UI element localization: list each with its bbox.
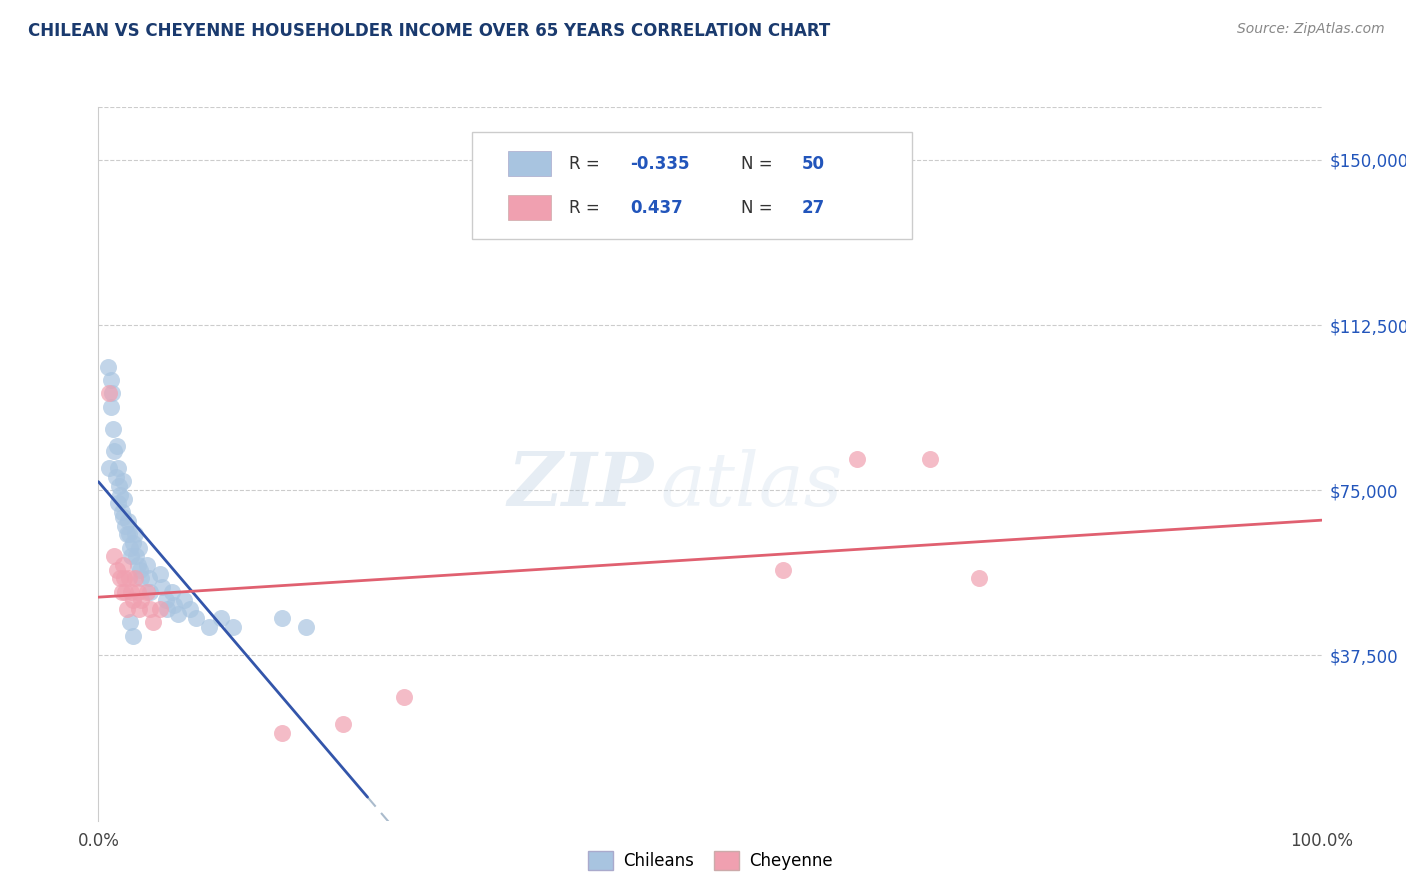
Point bbox=[139, 584, 162, 599]
Point bbox=[100, 400, 122, 414]
Point bbox=[107, 496, 129, 510]
Text: R =: R = bbox=[569, 154, 606, 172]
Point bbox=[111, 509, 134, 524]
Point bbox=[222, 620, 245, 634]
Point bbox=[392, 690, 416, 705]
Text: atlas: atlas bbox=[661, 449, 844, 522]
Point bbox=[120, 584, 142, 599]
FancyBboxPatch shape bbox=[471, 132, 912, 239]
Point bbox=[103, 549, 125, 564]
Point bbox=[124, 571, 146, 585]
Point bbox=[105, 563, 128, 577]
Point bbox=[156, 602, 179, 616]
Point bbox=[186, 611, 208, 625]
Point bbox=[111, 505, 134, 519]
Point bbox=[107, 461, 129, 475]
FancyBboxPatch shape bbox=[508, 151, 551, 176]
Point bbox=[270, 611, 294, 625]
Point bbox=[160, 584, 183, 599]
Point bbox=[129, 563, 152, 577]
Text: 27: 27 bbox=[801, 199, 825, 217]
Point bbox=[179, 602, 201, 616]
Point bbox=[111, 558, 134, 573]
Point bbox=[112, 492, 135, 507]
Text: R =: R = bbox=[569, 199, 606, 217]
Text: Source: ZipAtlas.com: Source: ZipAtlas.com bbox=[1237, 22, 1385, 37]
Text: -0.335: -0.335 bbox=[630, 154, 690, 172]
Point bbox=[128, 602, 150, 616]
Legend: Chileans, Cheyenne: Chileans, Cheyenne bbox=[581, 844, 839, 877]
Point bbox=[150, 580, 173, 594]
Point bbox=[98, 461, 121, 475]
Point bbox=[138, 571, 160, 585]
Point bbox=[115, 602, 138, 616]
Point bbox=[120, 549, 142, 564]
Point bbox=[101, 421, 124, 435]
Point bbox=[155, 593, 177, 607]
Point bbox=[209, 611, 232, 625]
Point bbox=[114, 518, 136, 533]
Text: CHILEAN VS CHEYENNE HOUSEHOLDER INCOME OVER 65 YEARS CORRELATION CHART: CHILEAN VS CHEYENNE HOUSEHOLDER INCOME O… bbox=[28, 22, 831, 40]
Point bbox=[173, 593, 195, 607]
Point bbox=[295, 620, 318, 634]
Text: N =: N = bbox=[741, 154, 778, 172]
Point bbox=[197, 620, 219, 634]
Point bbox=[967, 571, 990, 585]
Point bbox=[270, 725, 294, 739]
Point bbox=[97, 359, 120, 374]
Text: 0.437: 0.437 bbox=[630, 199, 683, 217]
Point bbox=[149, 602, 172, 616]
Point bbox=[136, 558, 159, 573]
Point bbox=[111, 584, 134, 599]
Point bbox=[772, 563, 794, 577]
Point bbox=[98, 386, 121, 401]
Point bbox=[104, 470, 127, 484]
Point bbox=[127, 558, 149, 573]
Point bbox=[100, 373, 122, 387]
Point bbox=[124, 527, 146, 541]
Point bbox=[121, 536, 143, 550]
Text: N =: N = bbox=[741, 199, 778, 217]
Text: 50: 50 bbox=[801, 154, 825, 172]
Point bbox=[142, 615, 165, 630]
Point bbox=[845, 452, 868, 467]
Point bbox=[136, 584, 159, 599]
Point bbox=[111, 475, 134, 489]
Point bbox=[117, 514, 139, 528]
Point bbox=[118, 571, 141, 585]
Point bbox=[128, 541, 150, 555]
FancyBboxPatch shape bbox=[508, 195, 551, 220]
Point bbox=[121, 593, 143, 607]
Point bbox=[118, 527, 141, 541]
Point bbox=[149, 566, 172, 581]
Point bbox=[167, 607, 190, 621]
Point bbox=[125, 549, 148, 564]
Point bbox=[110, 571, 132, 585]
Point bbox=[101, 386, 124, 401]
Point bbox=[103, 443, 125, 458]
Point bbox=[129, 571, 152, 585]
Point bbox=[139, 602, 162, 616]
Point bbox=[110, 488, 132, 502]
Point bbox=[115, 527, 138, 541]
Point bbox=[127, 584, 149, 599]
Point bbox=[129, 593, 152, 607]
Point bbox=[120, 541, 142, 555]
Point bbox=[121, 629, 143, 643]
Point bbox=[108, 479, 131, 493]
Point bbox=[920, 452, 942, 467]
Point bbox=[120, 615, 142, 630]
Point bbox=[332, 716, 354, 731]
Point bbox=[114, 584, 136, 599]
Point bbox=[112, 571, 135, 585]
Point bbox=[105, 439, 128, 453]
Text: ZIP: ZIP bbox=[508, 449, 654, 522]
Point bbox=[163, 598, 186, 612]
